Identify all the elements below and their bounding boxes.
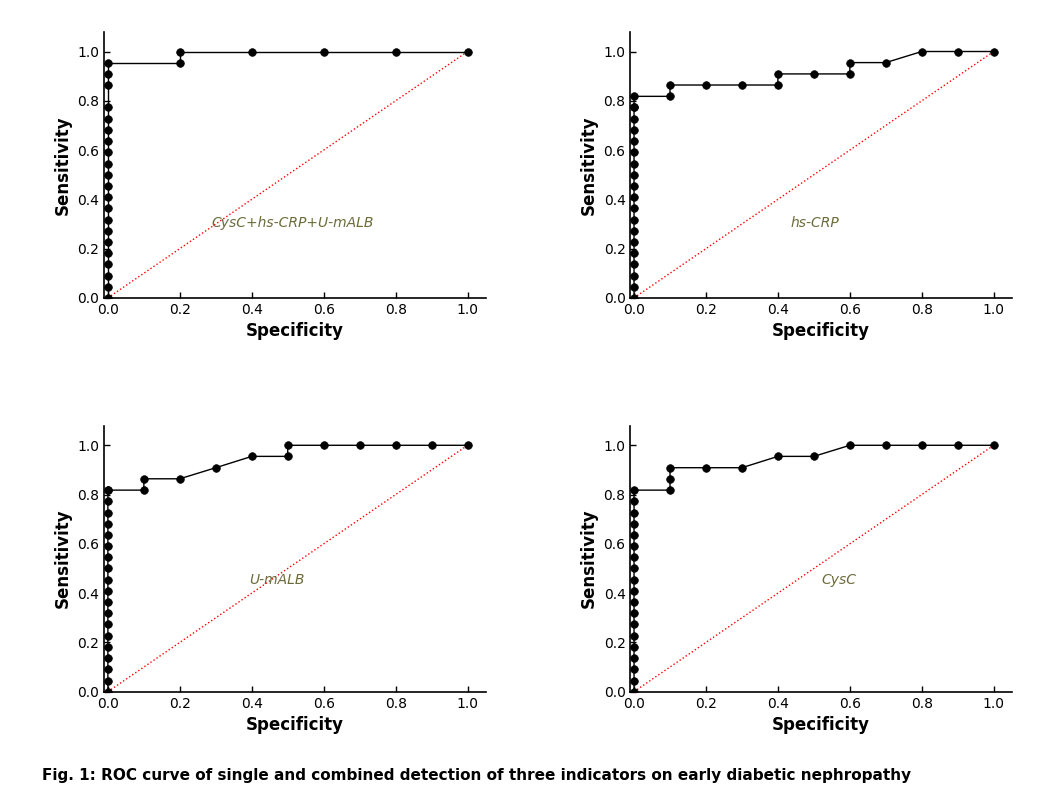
Text: U-mALB: U-mALB (249, 573, 305, 587)
Text: CysC: CysC (821, 573, 856, 587)
Y-axis label: Sensitivity: Sensitivity (54, 115, 72, 215)
X-axis label: Specificity: Specificity (772, 322, 870, 340)
Text: Fig. 1: ROC curve of single and combined detection of three indicators on early : Fig. 1: ROC curve of single and combined… (42, 768, 911, 783)
X-axis label: Specificity: Specificity (246, 322, 344, 340)
Text: CysC+hs-CRP+U-mALB: CysC+hs-CRP+U-mALB (211, 216, 373, 231)
X-axis label: Specificity: Specificity (772, 716, 870, 734)
X-axis label: Specificity: Specificity (246, 716, 344, 734)
Y-axis label: Sensitivity: Sensitivity (580, 509, 598, 608)
Text: hs-CRP: hs-CRP (791, 216, 840, 231)
Y-axis label: Sensitivity: Sensitivity (54, 509, 72, 608)
Y-axis label: Sensitivity: Sensitivity (580, 115, 598, 215)
